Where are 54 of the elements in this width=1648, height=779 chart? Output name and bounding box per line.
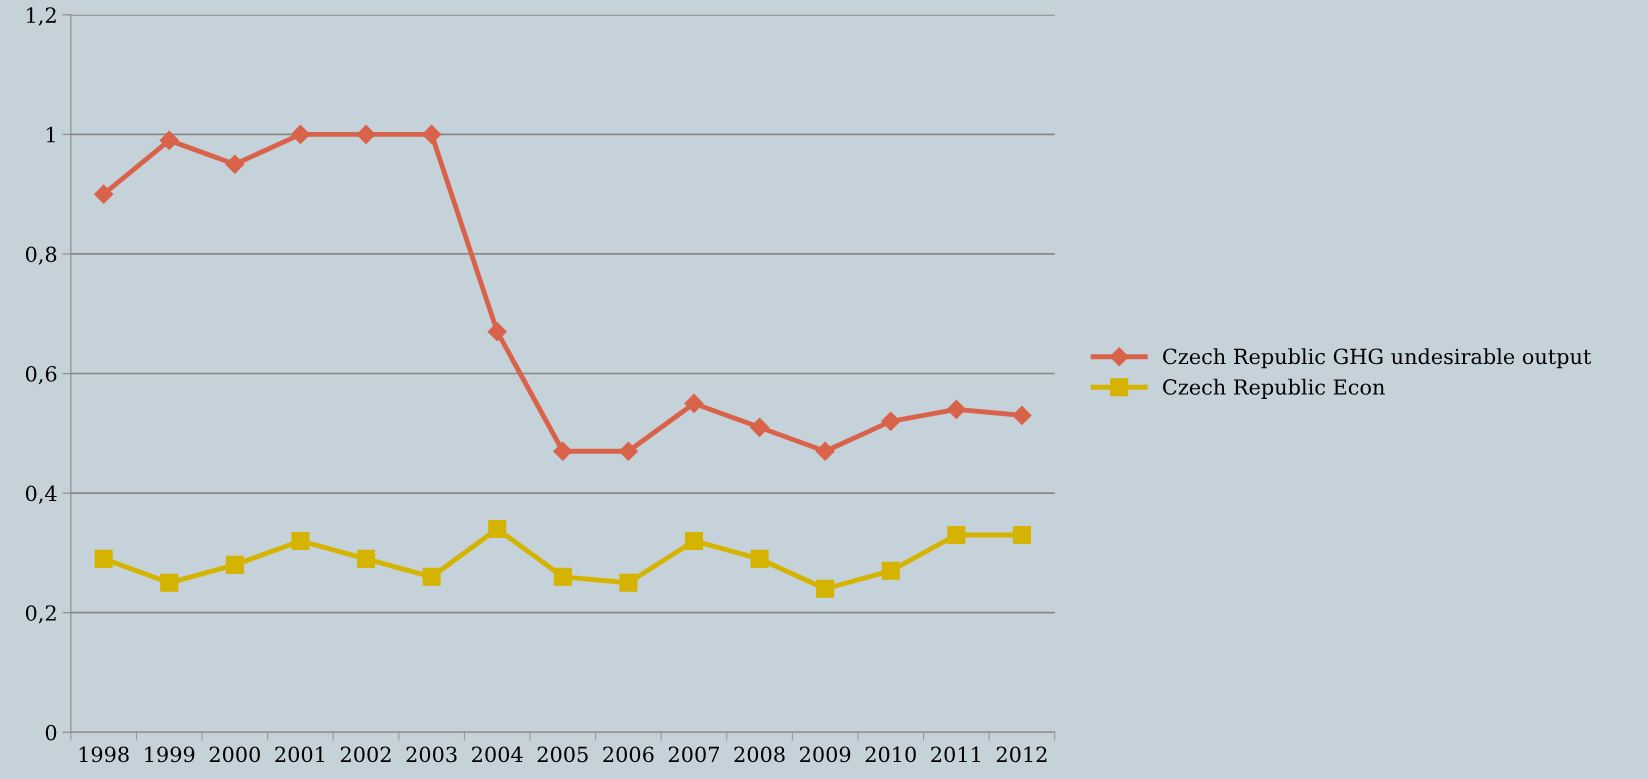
point [947, 525, 966, 544]
x-tick-label: 1999 [145, 746, 195, 763]
point [816, 579, 835, 598]
x-tick-label: 2002 [340, 746, 391, 763]
x-tick-label: 2008 [734, 746, 785, 763]
x-tick-label: 2009 [800, 746, 851, 763]
point [159, 130, 179, 150]
legend-label: Czech Republic Econ [1163, 378, 1385, 399]
point [422, 124, 442, 144]
point [160, 573, 179, 592]
y-tick-label: 0,4 [25, 485, 57, 504]
x-tick-label: 2010 [865, 746, 916, 763]
x-tick-label: 2011 [931, 746, 980, 763]
point [225, 555, 244, 574]
point [94, 549, 113, 568]
point [422, 567, 441, 586]
point [1012, 525, 1031, 544]
point [553, 567, 572, 586]
y-tick-label: 1 [46, 126, 55, 143]
legend-label: Czech Republic GHG undesirable output [1163, 348, 1592, 369]
point [881, 561, 900, 580]
x-tick-label: 2003 [406, 746, 457, 763]
y-tick-label: 0,6 [25, 365, 57, 385]
y-tick-label: 1,2 [27, 7, 56, 26]
x-tick-label: 2001 [275, 746, 324, 763]
y-tick-label: 0 [45, 724, 57, 741]
x-tick-label: 2000 [209, 746, 260, 763]
point [881, 411, 901, 431]
y-tick-label: 0,2 [25, 605, 56, 624]
point [684, 393, 704, 413]
point [225, 154, 245, 174]
point [618, 441, 638, 461]
point [291, 531, 310, 550]
x-tick-label: 2006 [603, 746, 654, 763]
point [488, 519, 507, 539]
point [619, 573, 638, 592]
point [684, 531, 704, 550]
x-tick-label: 2012 [996, 746, 1047, 763]
point [487, 322, 507, 342]
x-tick-label: 2004 [472, 746, 523, 763]
point [750, 549, 769, 568]
point [553, 441, 573, 461]
y-tick-label: 0,8 [25, 246, 57, 265]
x-tick-label: 2007 [668, 746, 719, 763]
point [750, 417, 770, 437]
x-tick-label: 1998 [79, 746, 129, 763]
point [290, 124, 310, 144]
point [1012, 405, 1032, 425]
point [815, 441, 835, 461]
point [94, 184, 114, 204]
x-tick-label: 2005 [537, 746, 588, 763]
point [356, 549, 376, 568]
point [356, 124, 376, 144]
point [946, 399, 966, 419]
